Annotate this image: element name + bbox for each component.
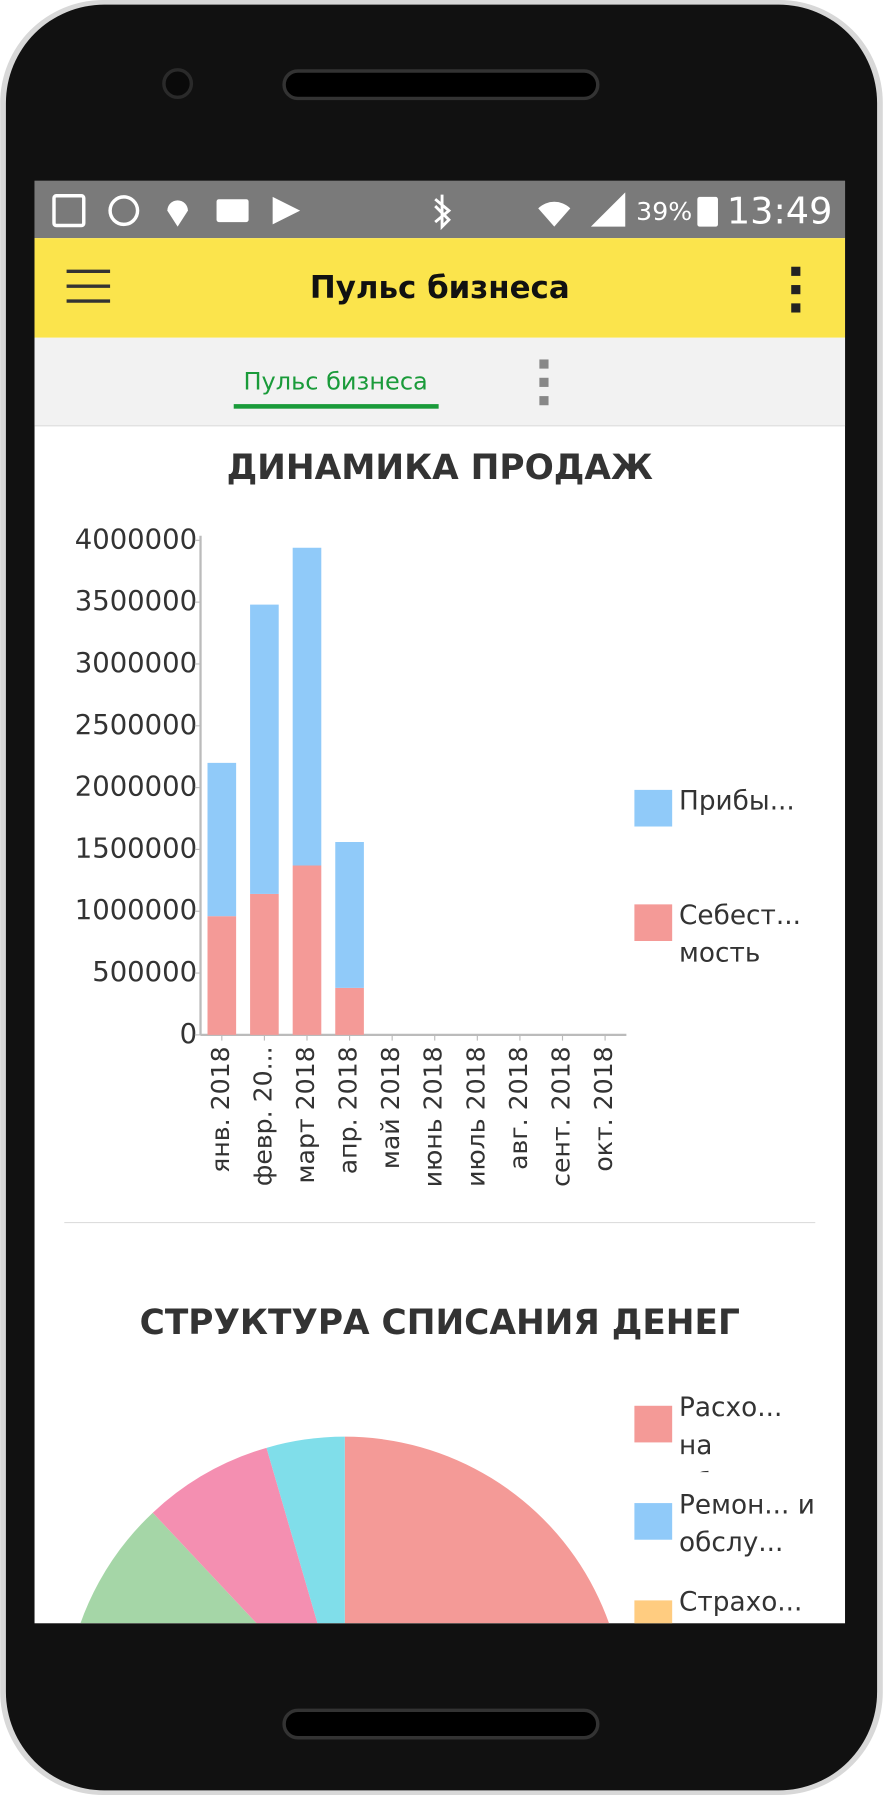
legend-label-box: Расхо... на обеспе... [679,1393,801,1472]
x-tick-label: окт. 2018 [589,1046,618,1171]
bar-segment [207,916,237,1035]
x-tick-label: март 2018 [291,1046,320,1183]
overflow-menu[interactable] [791,266,801,313]
bar-segment [335,842,364,988]
legend-swatch [634,789,673,827]
legend-label: Расхо... на обеспе... [679,1393,801,1472]
bar-segment [292,865,322,1035]
app-bar [34,238,846,338]
y-tick-label: 3000000 [75,648,197,679]
bar-segment [207,762,237,917]
legend-label-box: Себест... мость [679,900,801,969]
pie [80,1436,610,1624]
legend-swatch [634,904,673,942]
tab-bar [34,337,846,426]
app-title: Пульс бизнеса [310,270,570,306]
clock: 13:49 [727,189,833,232]
pie-slice [266,1436,345,1624]
y-tick-label: 2000000 [75,772,197,803]
pie-slice [152,1447,318,1624]
x-tick-label: апр. 2018 [334,1046,363,1174]
tab-more[interactable] [539,359,549,406]
chart-title: СТРУКТУРА СПИСАНИЯ ДЕНЕГ [140,1303,740,1343]
tab[interactable]: Пульс бизнеса [243,367,427,395]
y-tick-label: 3500000 [75,586,197,617]
x-tick-label: авг. 2018 [504,1046,533,1170]
y-tick-label: 500000 [92,957,197,988]
bar-segment [292,547,322,866]
x-tick-label: май 2018 [376,1046,405,1169]
legend-swatch [634,1600,673,1624]
legend-label-box: Ремон... и обслу... [679,1490,815,1559]
legend-label-box: Прибы... [679,786,795,817]
y-tick-label: 1000000 [75,895,197,926]
camera [162,68,194,100]
x-tick-label: сент. 2018 [547,1046,576,1187]
pie-slice [80,1512,257,1624]
bar-segment [250,893,279,1035]
x-tick-label: июнь 2018 [419,1046,448,1187]
legend-label: Прибы... [679,786,795,817]
status-icons [52,192,718,231]
menu-button[interactable] [66,269,111,303]
x-tick-label: янв. 2018 [206,1046,235,1173]
legend-swatch [634,1405,673,1443]
speaker-bottom [282,1708,600,1740]
x-tick-label: июль 2018 [461,1046,490,1187]
pie-slice [344,1436,610,1624]
tab-underline [233,404,439,409]
legend-label: Ремон... и обслу... [679,1490,815,1559]
bar-segment [250,604,279,894]
legend-label-box: Страхо... [679,1587,803,1618]
x-tick-label: февр. 20... [248,1046,277,1186]
legend-label: Страхо... [679,1587,803,1618]
y-tick-label: 4000000 [75,524,197,555]
y-tick-label: 2500000 [75,710,197,741]
battery-text: 39% [636,197,692,226]
chart-title: ДИНАМИКА ПРОДАЖ [227,448,653,488]
bar-segment [335,987,364,1035]
y-tick-label: 0 [180,1019,197,1050]
speaker [282,69,600,101]
legend-label: Себест... мость [679,900,801,969]
y-tick-label: 1500000 [75,833,197,864]
legend-swatch [634,1503,673,1540]
